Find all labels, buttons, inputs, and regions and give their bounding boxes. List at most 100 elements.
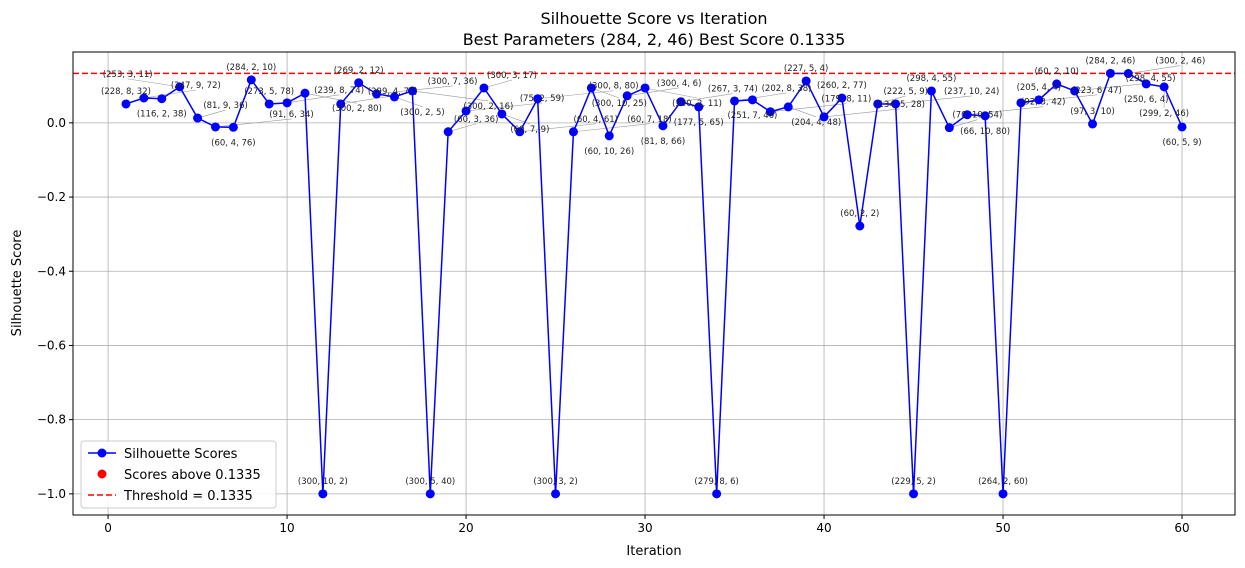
- annotation-leader-line: [770, 103, 847, 113]
- axis-ticks: 0 10 20 30 40 50 60 −1.0 −0.8 −0.6 −0.4 −0.2 0.0: [37, 116, 1190, 535]
- point-annotation: (260, 2, 77): [817, 81, 867, 91]
- point-annotation: (300, 5, 40): [405, 477, 455, 487]
- y-tick-label: −0.6: [37, 338, 66, 352]
- data-point: [282, 98, 292, 108]
- chart-title: Silhouette Score vs Iteration: [540, 9, 767, 28]
- grid: [73, 52, 1235, 515]
- data-point: [891, 99, 901, 109]
- point-annotation: (267, 3, 74): [708, 85, 758, 95]
- point-annotation: (298, 4, 55): [1126, 74, 1176, 84]
- point-annotation: (81, 9, 36): [203, 101, 247, 111]
- point-annotation: (251, 7, 46): [727, 111, 777, 121]
- x-tick-label: 50: [995, 521, 1010, 535]
- annotation-leader-line: [537, 90, 614, 100]
- x-tick-label: 60: [1174, 521, 1189, 535]
- data-point: [515, 127, 525, 137]
- data-point: [909, 489, 919, 499]
- point-annotation: (269, 2, 12): [334, 66, 384, 76]
- annotation-leader-line: [734, 92, 787, 102]
- data-point: [551, 489, 561, 499]
- point-annotation: (202, 8, 38): [762, 84, 812, 94]
- point-annotation: (279, 8, 6): [694, 477, 738, 487]
- point-annotation: (60, 2, 2): [840, 209, 879, 219]
- y-tick-label: −0.8: [37, 413, 66, 427]
- point-annotation: (273, 5, 78): [244, 87, 294, 97]
- point-annotation: (60, 7, 18): [627, 115, 671, 125]
- annotation-leader-line: [197, 109, 226, 119]
- data-point: [1141, 79, 1151, 89]
- data-point: [747, 95, 757, 105]
- data-point: [193, 113, 203, 123]
- annotation-leader-line: [949, 119, 978, 128]
- point-annotation: (300, 2, 5): [400, 108, 444, 118]
- point-annotation: (300, 2, 46): [1155, 57, 1205, 67]
- data-point: [622, 91, 632, 101]
- x-tick-label: 40: [816, 521, 831, 535]
- data-point: [1105, 68, 1115, 78]
- data-point: [533, 94, 543, 104]
- data-point: [407, 86, 417, 96]
- point-annotation: (223, 6, 47): [1072, 86, 1122, 96]
- point-annotation: (92, 3, 42): [1021, 98, 1065, 108]
- data-point: [765, 107, 775, 117]
- point-annotation: (298, 4, 55): [906, 74, 956, 84]
- point-annotation: (300, 3, 2): [533, 477, 577, 487]
- data-point: [1159, 82, 1169, 92]
- point-annotation: (300, 2, 11): [672, 99, 722, 109]
- point-annotation: (284, 2, 10): [226, 63, 276, 73]
- annotation-leader-line: [1128, 65, 1181, 74]
- data-point: [801, 76, 811, 86]
- data-point: [139, 93, 149, 103]
- legend-silhouette-scores: Silhouette Scores: [124, 447, 238, 462]
- data-point: [157, 94, 167, 104]
- y-tick-label: −0.4: [37, 264, 66, 278]
- x-tick-label: 30: [637, 521, 652, 535]
- point-annotation: (177, 5, 65): [674, 118, 724, 128]
- annotation-leader-line: [644, 87, 698, 99]
- data-point: [568, 127, 578, 137]
- point-annotation: (91, 6, 34): [269, 110, 313, 120]
- annotation-leader-line: [304, 92, 358, 104]
- data-point: [926, 86, 936, 96]
- y-tick-label: −0.2: [37, 190, 66, 204]
- point-annotation: (300, 8, 80): [589, 82, 639, 92]
- data-point: [998, 489, 1008, 499]
- point-annotation: (284, 2, 46): [1085, 56, 1135, 66]
- legend: Silhouette Scores Scores above 0.1335 Th…: [80, 440, 277, 509]
- annotation-leader-line: [627, 87, 680, 97]
- point-annotation: (205, 4, 4): [1017, 83, 1061, 93]
- point-annotation: (300, 7, 36): [428, 77, 478, 87]
- legend-threshold: Threshold = 0.1335: [123, 489, 253, 504]
- point-annotation: (229, 5, 2): [891, 477, 935, 487]
- data-point: [443, 127, 453, 137]
- data-point: [210, 122, 220, 132]
- point-annotation: (227, 5, 4): [784, 64, 828, 74]
- silhouette-points: [121, 68, 1187, 499]
- point-annotation: (60, 5, 9): [1162, 138, 1201, 148]
- y-axis-label: Silhouette Score: [10, 230, 25, 337]
- point-annotation: (264, 2, 60): [978, 477, 1028, 487]
- annotation-leader-line: [591, 87, 620, 99]
- point-annotation: (60, 2, 10): [1034, 67, 1078, 77]
- annotation-leader-line: [215, 118, 292, 128]
- point-annotation: (97, 3, 10): [1070, 107, 1114, 117]
- annotation-leader-line: [394, 96, 423, 108]
- annotation-leader-line: [287, 94, 340, 104]
- point-annotation: (300, 3, 17): [487, 71, 537, 81]
- point-annotation: (300, 2, 80): [332, 104, 382, 114]
- data-point: [837, 93, 847, 103]
- point-annotation: (60, 7, 9): [510, 125, 549, 135]
- annotation-leader-line: [895, 95, 972, 105]
- point-annotation: (75, 2, 59): [520, 94, 564, 104]
- legend-above-marker-icon: [97, 469, 107, 479]
- point-annotation: (250, 6, 4): [1124, 95, 1168, 105]
- x-axis-label: Iteration: [626, 544, 681, 559]
- data-point: [962, 110, 972, 120]
- point-annotation: (179, 8, 11): [821, 95, 871, 105]
- data-point: [944, 123, 954, 133]
- point-annotation: (239, 8, 74): [314, 86, 364, 96]
- point-annotation: (247, 9, 72): [171, 81, 221, 91]
- x-tick-label: 20: [458, 521, 473, 535]
- annotation-leader-line: [483, 79, 513, 89]
- data-point: [819, 112, 829, 122]
